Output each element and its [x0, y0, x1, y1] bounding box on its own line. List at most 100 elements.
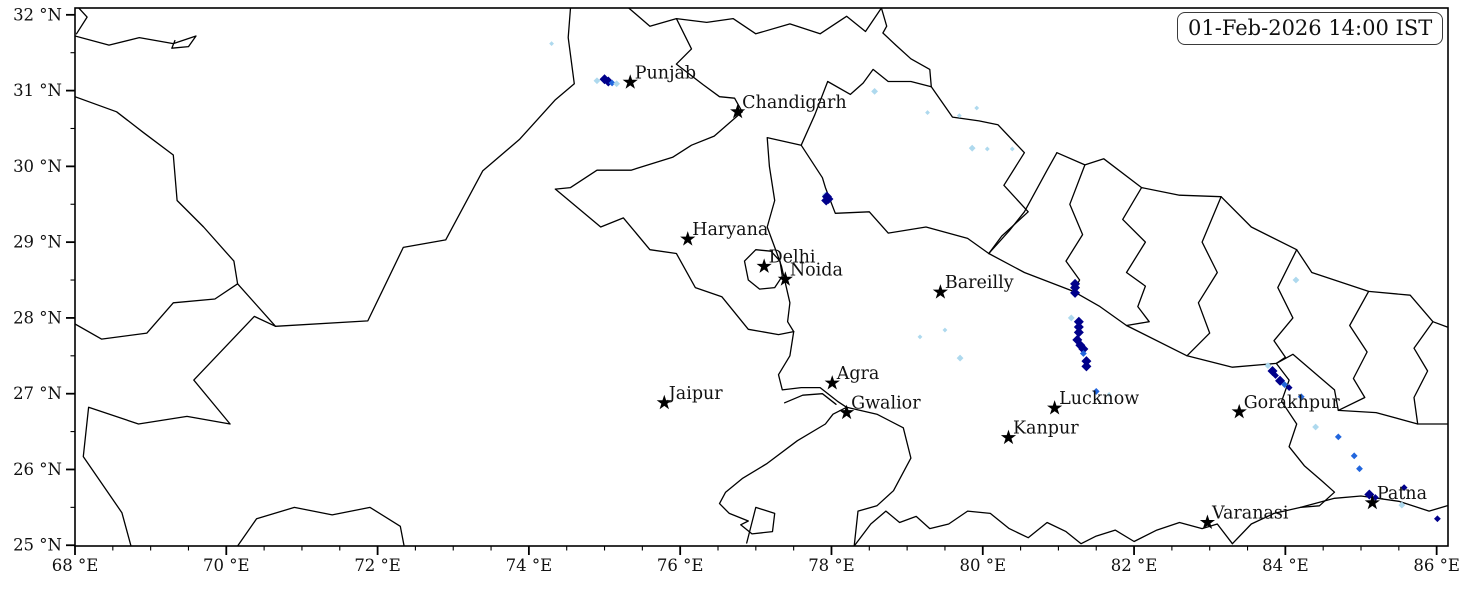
- data-marker-dark: [1434, 515, 1441, 523]
- y-tick-label: 28 °N: [13, 308, 62, 327]
- boundary-line: [75, 8, 88, 35]
- data-marker-light: [917, 334, 923, 340]
- x-tick-label: 76 °E: [657, 556, 704, 575]
- data-marker-light: [1067, 314, 1075, 322]
- data-marker-light: [974, 105, 980, 111]
- city-label-jaipur: Jaipur: [667, 384, 724, 404]
- data-marker-dark: [1073, 327, 1084, 338]
- data-marker-dark: [1081, 356, 1092, 367]
- x-tick-label: 74 °E: [506, 556, 553, 575]
- data-marker-dark: [1073, 322, 1084, 333]
- data-marker-medium: [1297, 393, 1305, 401]
- x-tick-label: 78 °E: [808, 556, 855, 575]
- boundary-line: [853, 510, 1234, 546]
- boundary-line: [554, 111, 743, 190]
- plot-frame: [74, 7, 1449, 547]
- boundary-line: [718, 406, 848, 544]
- boundary-line: [988, 252, 1448, 425]
- data-markers-layer: [549, 41, 1441, 523]
- city-label-haryana: Haryana: [692, 220, 768, 240]
- data-marker-dark: [1285, 384, 1293, 392]
- boundary-line: [82, 8, 575, 546]
- data-marker-dark: [1070, 282, 1081, 293]
- city-label-varanasi: Varanasi: [1211, 504, 1289, 524]
- data-marker-light: [871, 87, 878, 95]
- data-marker-light: [1312, 423, 1320, 431]
- city-label-noida: Noida: [790, 260, 843, 280]
- boundary-line: [988, 152, 1058, 255]
- city-label-chandigarh: Chandigarh: [742, 93, 846, 113]
- y-tick-label: 32 °N: [13, 5, 62, 24]
- data-marker-light: [1398, 501, 1406, 509]
- city-label-delhi: Delhi: [769, 247, 816, 267]
- data-marker-medium: [1350, 452, 1358, 460]
- data-marker-dark: [1070, 287, 1081, 298]
- data-marker-medium: [1281, 381, 1289, 388]
- axes-layer: 68 °E 70 °E 72 °E 74 °E 76 °E 78 °E 80 °E 82 °E…: [13, 5, 1460, 575]
- data-marker-light: [549, 41, 554, 47]
- city-label-patna: Patna: [1377, 484, 1427, 504]
- data-marker-dark: [1400, 484, 1408, 492]
- x-tick-label: 82 °E: [1111, 556, 1158, 575]
- data-marker-light: [613, 80, 621, 88]
- timestamp-box: 01-Feb-2026 14:00 IST: [1177, 12, 1444, 45]
- city-label-kanpur: Kanpur: [1013, 419, 1079, 439]
- data-marker-medium: [1334, 433, 1342, 441]
- city-star-delhi: [756, 258, 772, 273]
- boundary-line: [1056, 152, 1448, 328]
- x-tick-label: 84 °E: [1262, 556, 1309, 575]
- data-marker-dark: [1078, 343, 1089, 354]
- boundary-line: [777, 330, 848, 408]
- city-star-chandigarh: [730, 103, 746, 119]
- boundary-line: [1275, 362, 1336, 509]
- data-marker-medium: [1079, 350, 1087, 357]
- boundary-line: [675, 8, 883, 35]
- boundary-line: [1273, 249, 1298, 365]
- city-star-lucknow: [1047, 400, 1063, 415]
- city-star-gwalior: [838, 404, 855, 420]
- boundary-line: [75, 35, 197, 49]
- data-marker-dark: [1081, 361, 1092, 372]
- city-label-agra: Agra: [836, 364, 880, 384]
- x-tick-label: 72 °E: [354, 556, 401, 575]
- timestamp-label: 01-Feb-2026 14:00 IST: [1188, 16, 1433, 40]
- city-star-bareilly: [932, 284, 949, 299]
- boundary-line: [1186, 196, 1222, 357]
- y-tick-label: 31 °N: [13, 81, 62, 100]
- data-marker-light: [593, 77, 601, 85]
- boundary-line: [845, 406, 912, 546]
- city-label-lucknow: Lucknow: [1059, 389, 1139, 409]
- city-star-kanpur: [1000, 429, 1017, 445]
- data-marker-medium: [1092, 388, 1100, 395]
- city-star-jaipur: [656, 394, 672, 410]
- city-star-varanasi: [1199, 514, 1216, 529]
- city-label-gwalior: Gwalior: [851, 394, 921, 414]
- boundary-line: [75, 96, 239, 340]
- boundary-line: [1337, 290, 1370, 412]
- y-tick-label: 26 °N: [13, 460, 62, 479]
- y-tick-label: 29 °N: [13, 233, 62, 252]
- city-star-punjab: [622, 74, 638, 89]
- y-tick-label: 30 °N: [13, 157, 62, 176]
- data-marker-light: [1106, 392, 1112, 397]
- city-label-gorakhpur: Gorakhpur: [1244, 393, 1341, 413]
- boundary-line: [880, 8, 932, 88]
- boundary-line: [1231, 495, 1448, 545]
- boundary-line: [236, 506, 405, 546]
- boundary-line: [1413, 321, 1434, 425]
- data-marker-dark: [1272, 372, 1279, 379]
- data-marker-dark: [1073, 316, 1084, 327]
- x-tick-label: 86 °E: [1413, 556, 1460, 575]
- boundary-line: [766, 136, 802, 333]
- data-marker-light: [968, 144, 976, 152]
- city-star-noida: [777, 271, 793, 286]
- boundary-line: [628, 8, 743, 113]
- x-tick-label: 68 °E: [52, 556, 99, 575]
- city-star-gorakhpur: [1231, 403, 1247, 419]
- data-marker-light: [956, 113, 962, 118]
- x-tick-label: 80 °E: [959, 556, 1006, 575]
- boundary-line: [783, 393, 837, 405]
- city-star-haryana: [680, 231, 696, 246]
